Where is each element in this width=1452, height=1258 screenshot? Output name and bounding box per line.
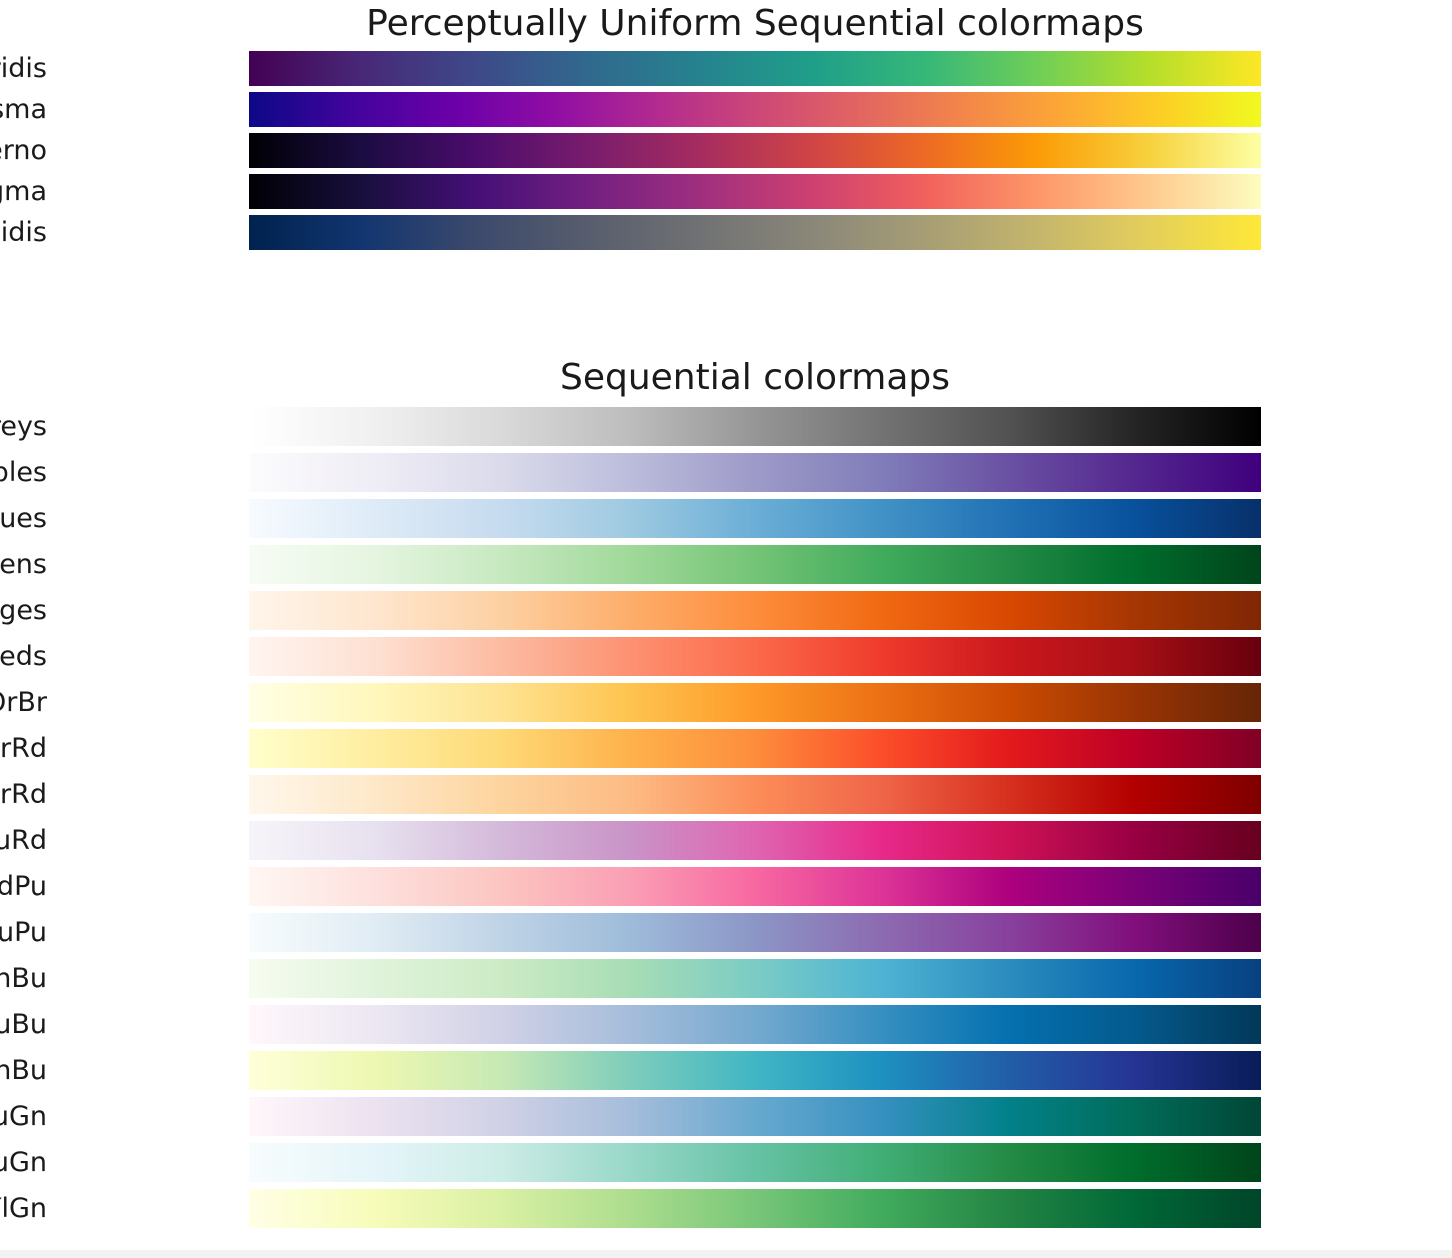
- colormap-bar-oranges: [249, 591, 1261, 630]
- colormap-bar-purples: [249, 453, 1261, 492]
- colormap-label: YlGnBu: [0, 1055, 47, 1086]
- colormap-bar-viridis: [249, 51, 1261, 86]
- colormap-row-bugn: BuGn: [0, 1143, 1261, 1182]
- colormap-bar-bupu: [249, 913, 1261, 952]
- colormap-bar-bugn: [249, 1143, 1261, 1182]
- colormap-row-ylgn: YlGn: [0, 1189, 1261, 1228]
- colormap-row-ylorrd: YlOrRd: [0, 729, 1261, 768]
- colormap-bar-cividis: [249, 215, 1261, 250]
- colormap-label: Reds: [0, 641, 47, 672]
- colormap-bar-purd: [249, 821, 1261, 860]
- colormap-row-blues: Blues: [0, 499, 1261, 538]
- chart-title-sequential: Sequential colormaps: [559, 357, 950, 398]
- colormap-row-inferno: inferno: [0, 133, 1261, 168]
- colormap-row-bupu: BuPu: [0, 913, 1261, 952]
- colormap-bar-greens: [249, 545, 1261, 584]
- colormap-bar-pubu: [249, 1005, 1261, 1044]
- colormap-label: PuBuGn: [0, 1101, 47, 1132]
- colormap-bar-ylorrd: [249, 729, 1261, 768]
- colormap-bar-blues: [249, 499, 1261, 538]
- colormap-row-orrd: OrRd: [0, 775, 1261, 814]
- colormap-bar-ylgn: [249, 1189, 1261, 1228]
- colormap-label: Greys: [0, 411, 47, 442]
- bottom-strip: [0, 1250, 1452, 1258]
- colormap-row-purd: PuRd: [0, 821, 1261, 860]
- colormap-label: Oranges: [0, 595, 47, 626]
- colormap-label: viridis: [0, 53, 47, 84]
- colormap-label: Blues: [0, 503, 47, 534]
- colormap-label: YlOrBr: [0, 687, 47, 718]
- colormap-row-pubugn: PuBuGn: [0, 1097, 1261, 1136]
- colormap-row-cividis: cividis: [0, 215, 1261, 250]
- colormap-label: GnBu: [0, 963, 47, 994]
- colormap-bar-greys: [249, 407, 1261, 446]
- colormap-label: plasma: [0, 94, 47, 125]
- colormap-bar-plasma: [249, 92, 1261, 127]
- colormap-row-reds: Reds: [0, 637, 1261, 676]
- colormap-label: BuPu: [0, 917, 47, 948]
- colormap-row-ylorbr: YlOrBr: [0, 683, 1261, 722]
- colormap-row-ylgnbu: YlGnBu: [0, 1051, 1261, 1090]
- colormap-row-viridis: viridis: [0, 51, 1261, 86]
- colormap-bar-ylgnbu: [249, 1051, 1261, 1090]
- colormap-label: PuRd: [0, 825, 47, 856]
- colormap-bar-inferno: [249, 133, 1261, 168]
- colormap-bar-pubugn: [249, 1097, 1261, 1136]
- colormap-label: YlOrRd: [0, 733, 47, 764]
- colormap-label: Purples: [0, 457, 47, 488]
- chart-title-perceptually-uniform: Perceptually Uniform Sequential colormap…: [366, 3, 1144, 44]
- colormap-bar-magma: [249, 174, 1261, 209]
- colormap-label: cividis: [0, 217, 47, 248]
- colormap-label: magma: [0, 176, 47, 207]
- colormap-bar-reds: [249, 637, 1261, 676]
- colormap-label: inferno: [0, 135, 47, 166]
- colormap-row-rdpu: RdPu: [0, 867, 1261, 906]
- colormap-bar-gnbu: [249, 959, 1261, 998]
- colormap-row-plasma: plasma: [0, 92, 1261, 127]
- colormap-label: YlGn: [0, 1193, 47, 1224]
- colormap-row-gnbu: GnBu: [0, 959, 1261, 998]
- colormap-row-greys: Greys: [0, 407, 1261, 446]
- colormap-label: PuBu: [0, 1009, 47, 1040]
- colormap-row-oranges: Oranges: [0, 591, 1261, 630]
- colormap-row-greens: Greens: [0, 545, 1261, 584]
- colormap-bar-rdpu: [249, 867, 1261, 906]
- colormap-row-magma: magma: [0, 174, 1261, 209]
- colormap-row-pubu: PuBu: [0, 1005, 1261, 1044]
- colormap-label: OrRd: [0, 779, 47, 810]
- colormap-bar-orrd: [249, 775, 1261, 814]
- colormap-label: Greens: [0, 549, 47, 580]
- colormap-label: BuGn: [0, 1147, 47, 1178]
- colormap-label: RdPu: [0, 871, 47, 902]
- colormap-row-purples: Purples: [0, 453, 1261, 492]
- colormap-bar-ylorbr: [249, 683, 1261, 722]
